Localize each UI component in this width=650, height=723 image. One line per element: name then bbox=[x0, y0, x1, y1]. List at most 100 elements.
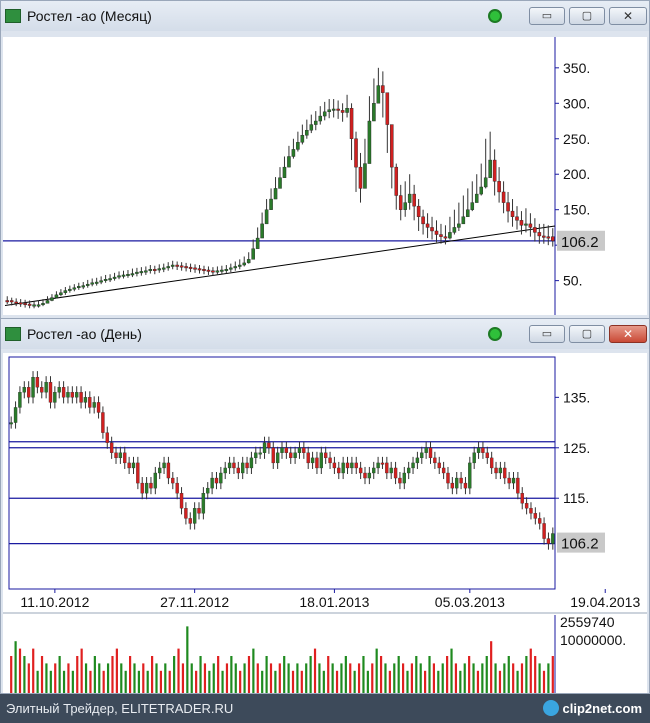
candle-body bbox=[192, 508, 197, 524]
candle-body bbox=[220, 269, 224, 272]
candle-body bbox=[551, 533, 555, 544]
y-tick-label: 350. bbox=[563, 60, 590, 76]
candle-body bbox=[481, 447, 485, 453]
candle-body bbox=[269, 198, 273, 210]
candle-body bbox=[23, 303, 27, 306]
candle-body bbox=[278, 177, 282, 189]
candle-body bbox=[83, 397, 88, 403]
candle-body bbox=[507, 477, 511, 484]
close-button[interactable]: ✕ bbox=[609, 325, 647, 343]
candle-body bbox=[306, 452, 310, 464]
candle-body bbox=[251, 248, 255, 260]
candle-body bbox=[210, 477, 214, 489]
candle-body bbox=[126, 274, 130, 276]
candle-body bbox=[385, 92, 390, 125]
candle-body bbox=[88, 397, 92, 408]
monthly-price-chart: 50.100.150.200.250.300.350.106.2 bbox=[3, 37, 605, 315]
candle-body bbox=[66, 392, 70, 398]
candle-body bbox=[206, 487, 210, 494]
candle-body bbox=[109, 442, 114, 453]
candle-body bbox=[537, 232, 542, 237]
candle-body bbox=[488, 159, 492, 178]
candle-body bbox=[302, 447, 306, 453]
candle-body bbox=[524, 503, 529, 509]
candle-body bbox=[121, 274, 126, 277]
candle-body bbox=[412, 193, 416, 207]
candle-body bbox=[497, 181, 501, 193]
y-tick-label: 250. bbox=[563, 131, 590, 147]
candle-body bbox=[153, 269, 157, 271]
candle-body bbox=[520, 493, 524, 504]
last-price-box bbox=[557, 532, 605, 553]
title-bar[interactable]: Ростел -ао (День) ▭ ▢ ✕ bbox=[1, 319, 649, 349]
candle-body bbox=[271, 447, 275, 464]
candle-body bbox=[479, 186, 483, 195]
candle-body bbox=[18, 392, 22, 408]
candle-body bbox=[170, 264, 175, 267]
candle-body bbox=[372, 467, 376, 474]
candle-body bbox=[14, 301, 18, 304]
candle-body bbox=[40, 387, 44, 393]
daily-chart-window: Ростел -ао (День) ▭ ▢ ✕ 115. 125. 135. 106.… bbox=[0, 318, 650, 694]
candle-body bbox=[27, 303, 32, 306]
candle-body bbox=[319, 452, 323, 469]
candle-body bbox=[415, 457, 420, 464]
candle-body bbox=[476, 447, 481, 453]
minimize-button[interactable]: ▭ bbox=[529, 7, 565, 25]
candle-body bbox=[297, 447, 302, 453]
candle-body bbox=[503, 467, 507, 479]
candle-body bbox=[44, 382, 48, 393]
candle-body bbox=[114, 452, 118, 459]
candle-body bbox=[492, 159, 497, 182]
candle-body bbox=[287, 156, 291, 168]
candle-body bbox=[267, 442, 271, 448]
candle-body bbox=[538, 518, 542, 524]
candle-body bbox=[184, 508, 188, 519]
candle-body bbox=[245, 462, 249, 469]
candle-body bbox=[127, 462, 131, 469]
clip2net-logo: clip2net.com bbox=[542, 698, 642, 718]
candle-body bbox=[5, 300, 10, 303]
candle-body bbox=[367, 472, 372, 479]
candle-body bbox=[398, 477, 402, 484]
candle-body bbox=[26, 387, 31, 398]
candle-body bbox=[275, 452, 280, 464]
candle-body bbox=[416, 205, 421, 217]
y-tick-label: 125. bbox=[563, 440, 590, 456]
plot-frame bbox=[8, 356, 556, 590]
candle-body bbox=[483, 177, 488, 188]
candle-body bbox=[123, 452, 127, 464]
maximize-button[interactable]: ▢ bbox=[569, 7, 605, 25]
candle-body bbox=[9, 300, 14, 303]
candle-body bbox=[363, 163, 367, 189]
candle-body bbox=[300, 135, 305, 143]
candle-body bbox=[428, 447, 433, 459]
maximize-button[interactable]: ▢ bbox=[569, 325, 605, 343]
candle-body bbox=[197, 268, 202, 271]
volume-tick-label: 10000000. bbox=[560, 632, 626, 648]
candle-body bbox=[425, 223, 430, 228]
candle-body bbox=[318, 115, 323, 122]
title-bar[interactable]: Ростел -ао (Месяц) ▭ ▢ ✕ bbox=[1, 1, 649, 31]
candle-body bbox=[280, 447, 284, 453]
candle-body bbox=[175, 482, 179, 494]
candle-body bbox=[201, 493, 206, 514]
candle-body bbox=[148, 269, 153, 271]
candle-body bbox=[31, 377, 35, 398]
candle-body bbox=[434, 230, 439, 235]
close-button[interactable]: ✕ bbox=[609, 7, 647, 25]
candle-body bbox=[105, 432, 109, 443]
candle-body bbox=[68, 288, 72, 291]
candle-body bbox=[50, 297, 54, 301]
candle-body bbox=[403, 202, 407, 210]
candle-body bbox=[254, 452, 258, 459]
minimize-button[interactable]: ▭ bbox=[529, 325, 565, 343]
candle-body bbox=[18, 302, 23, 305]
candle-body bbox=[340, 110, 345, 113]
candle-body bbox=[264, 209, 269, 225]
window-title: Ростел -ао (День) bbox=[27, 326, 142, 342]
candle-body bbox=[166, 266, 170, 269]
candle-body bbox=[529, 508, 533, 514]
candle-body bbox=[131, 462, 136, 469]
candle-body bbox=[389, 467, 393, 474]
